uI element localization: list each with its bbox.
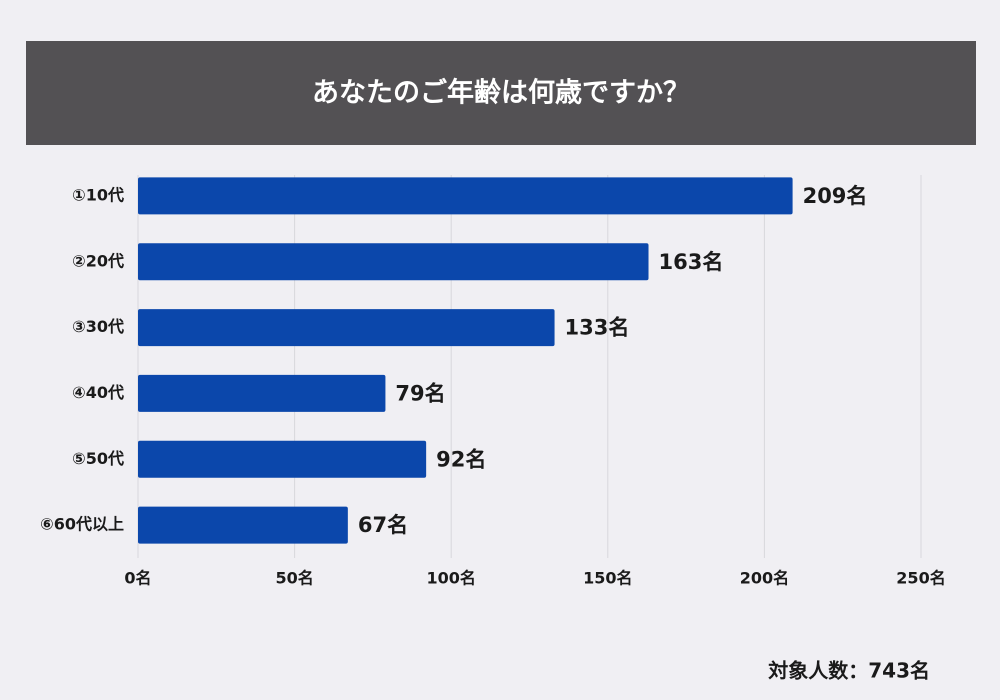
bar — [138, 243, 649, 281]
x-tick-label: 250名 — [896, 569, 945, 588]
bar — [138, 177, 793, 215]
y-tick-label: ④40代 — [72, 383, 124, 402]
value-label: 209名 — [803, 184, 868, 208]
y-tick-label: ①10代 — [72, 185, 124, 204]
value-label: 133名 — [565, 316, 630, 340]
x-tick-label: 200名 — [740, 569, 789, 588]
y-tick-label: ⑥60代以上 — [40, 515, 124, 534]
y-tick-label: ②20代 — [72, 251, 124, 270]
value-label: 67名 — [358, 513, 408, 537]
bar — [138, 440, 427, 478]
value-label: 79名 — [395, 381, 445, 405]
x-tick-label: 100名 — [426, 569, 475, 588]
x-tick-label: 50名 — [275, 569, 313, 588]
y-tick-label: ⑤50代 — [72, 449, 124, 468]
bar — [138, 309, 555, 347]
x-tick-label: 0名 — [124, 569, 151, 588]
value-label: 92名 — [436, 447, 486, 471]
title-band — [26, 41, 976, 145]
y-tick-label: ③30代 — [72, 317, 124, 336]
chart-title: あなたのご年齢は何歳ですか？ — [312, 77, 690, 109]
bar — [138, 506, 348, 544]
bar — [138, 374, 386, 412]
annotation: 対象人数：743名 — [767, 659, 930, 683]
x-tick-label: 150名 — [583, 569, 632, 588]
value-label: 163名 — [659, 250, 724, 274]
